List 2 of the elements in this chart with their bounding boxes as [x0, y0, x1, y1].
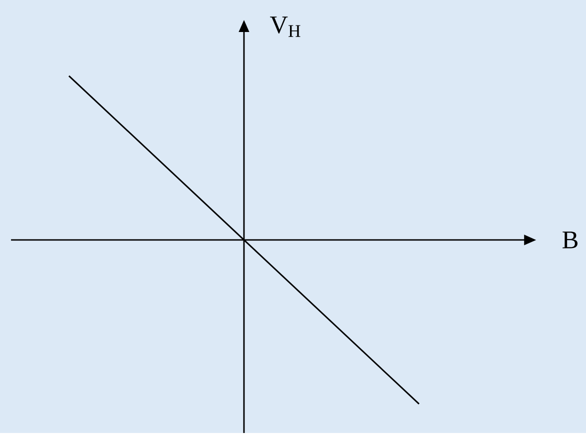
y-axis-title: V$_{H}$	[270, 16, 300, 37]
x-axis-title: B	[562, 232, 578, 248]
